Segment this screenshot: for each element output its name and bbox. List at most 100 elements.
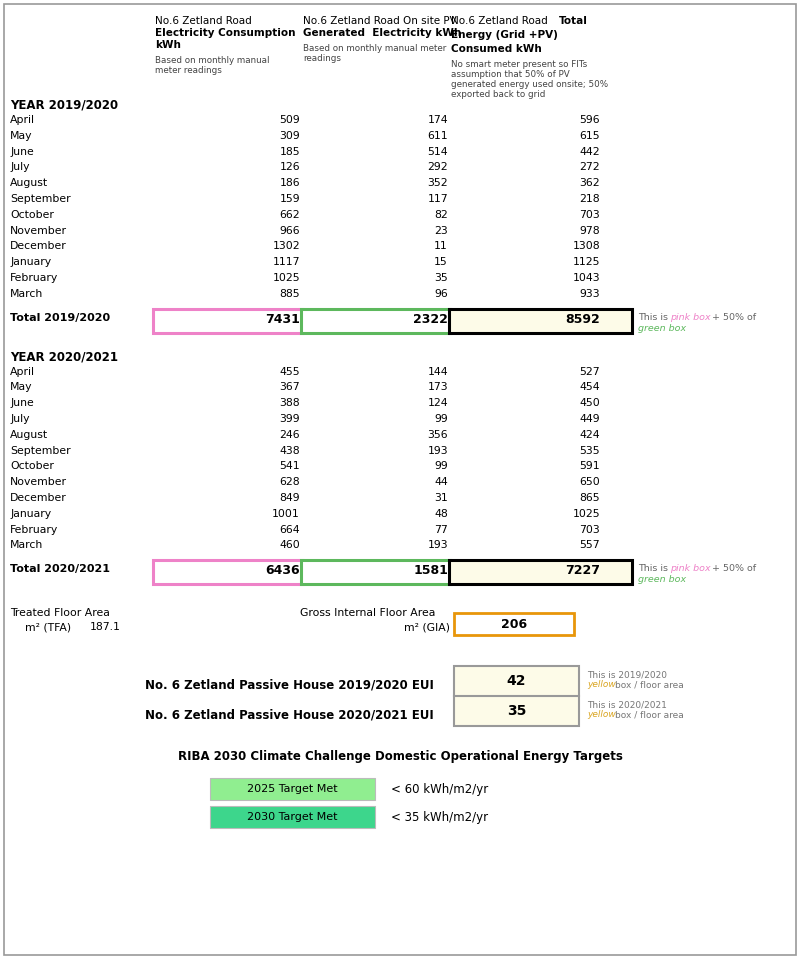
FancyBboxPatch shape bbox=[449, 309, 632, 333]
Text: green box: green box bbox=[638, 575, 686, 584]
Text: 218: 218 bbox=[579, 194, 600, 204]
Text: June: June bbox=[10, 398, 34, 409]
Text: February: February bbox=[10, 525, 58, 534]
Text: No. 6 Zetland Passive House 2019/2020 EUI: No. 6 Zetland Passive House 2019/2020 EU… bbox=[145, 678, 434, 691]
Text: 2322: 2322 bbox=[413, 313, 448, 326]
Text: 449: 449 bbox=[579, 414, 600, 424]
Text: meter readings: meter readings bbox=[155, 66, 222, 75]
Text: This is: This is bbox=[638, 313, 671, 321]
Text: September: September bbox=[10, 446, 70, 456]
Text: 7227: 7227 bbox=[565, 564, 600, 577]
Text: 193: 193 bbox=[427, 446, 448, 456]
Text: generated energy used onsite; 50%: generated energy used onsite; 50% bbox=[451, 80, 608, 89]
Text: January: January bbox=[10, 257, 51, 268]
Text: 460: 460 bbox=[279, 541, 300, 550]
Text: October: October bbox=[10, 210, 54, 220]
FancyBboxPatch shape bbox=[210, 807, 375, 829]
Text: 15: 15 bbox=[434, 257, 448, 268]
Text: 1025: 1025 bbox=[572, 509, 600, 519]
Text: 865: 865 bbox=[579, 493, 600, 503]
Text: 664: 664 bbox=[279, 525, 300, 534]
Text: Based on monthly manual meter: Based on monthly manual meter bbox=[303, 44, 446, 53]
Text: 44: 44 bbox=[434, 478, 448, 487]
Text: 246: 246 bbox=[279, 430, 300, 440]
Text: No smart meter present so FITs: No smart meter present so FITs bbox=[451, 60, 587, 69]
Text: pink box: pink box bbox=[670, 564, 710, 573]
Text: 356: 356 bbox=[427, 430, 448, 440]
Text: 174: 174 bbox=[427, 115, 448, 125]
Text: 703: 703 bbox=[579, 525, 600, 534]
Text: 933: 933 bbox=[579, 289, 600, 299]
Text: 23: 23 bbox=[434, 225, 448, 236]
Text: 455: 455 bbox=[279, 366, 300, 377]
Text: September: September bbox=[10, 194, 70, 204]
Text: 96: 96 bbox=[434, 289, 448, 299]
Text: January: January bbox=[10, 509, 51, 519]
Text: December: December bbox=[10, 242, 66, 251]
Text: Total 2019/2020: Total 2019/2020 bbox=[10, 313, 110, 322]
Text: YEAR 2020/2021: YEAR 2020/2021 bbox=[10, 351, 118, 363]
FancyBboxPatch shape bbox=[301, 560, 450, 584]
Text: June: June bbox=[10, 147, 34, 156]
Text: < 35 kWh/m2/yr: < 35 kWh/m2/yr bbox=[391, 810, 488, 824]
Text: Electricity Consumption: Electricity Consumption bbox=[155, 28, 295, 38]
Text: 591: 591 bbox=[579, 461, 600, 472]
Text: 557: 557 bbox=[579, 541, 600, 550]
Text: YEAR 2019/2020: YEAR 2019/2020 bbox=[10, 99, 118, 112]
Text: 662: 662 bbox=[279, 210, 300, 220]
Text: 450: 450 bbox=[579, 398, 600, 409]
Text: December: December bbox=[10, 493, 66, 503]
FancyBboxPatch shape bbox=[301, 309, 450, 333]
Text: This is 2020/2021: This is 2020/2021 bbox=[587, 700, 670, 710]
Text: yellow: yellow bbox=[587, 711, 616, 719]
Text: 124: 124 bbox=[427, 398, 448, 409]
Text: 438: 438 bbox=[279, 446, 300, 456]
Text: 31: 31 bbox=[434, 493, 448, 503]
Text: Generated  Electricity kWh: Generated Electricity kWh bbox=[303, 28, 462, 38]
Text: assumption that 50% of PV: assumption that 50% of PV bbox=[451, 70, 570, 79]
Text: 193: 193 bbox=[427, 541, 448, 550]
Text: 144: 144 bbox=[427, 366, 448, 377]
Text: 399: 399 bbox=[279, 414, 300, 424]
Text: July: July bbox=[10, 414, 30, 424]
Text: 611: 611 bbox=[427, 130, 448, 141]
Text: m² (GIA): m² (GIA) bbox=[404, 622, 450, 632]
FancyBboxPatch shape bbox=[449, 560, 632, 584]
Text: 159: 159 bbox=[279, 194, 300, 204]
Text: 11: 11 bbox=[434, 242, 448, 251]
Text: RIBA 2030 Climate Challenge Domestic Operational Energy Targets: RIBA 2030 Climate Challenge Domestic Ope… bbox=[178, 750, 622, 763]
Text: 514: 514 bbox=[427, 147, 448, 156]
Text: 966: 966 bbox=[279, 225, 300, 236]
Text: 849: 849 bbox=[279, 493, 300, 503]
FancyBboxPatch shape bbox=[153, 560, 302, 584]
Text: 1001: 1001 bbox=[272, 509, 300, 519]
Text: 186: 186 bbox=[279, 178, 300, 188]
Text: May: May bbox=[10, 130, 33, 141]
Text: 650: 650 bbox=[579, 478, 600, 487]
Text: 6436: 6436 bbox=[266, 564, 300, 577]
Text: April: April bbox=[10, 366, 35, 377]
Text: 541: 541 bbox=[279, 461, 300, 472]
Text: 1302: 1302 bbox=[272, 242, 300, 251]
Text: No.6 Zetland Road: No.6 Zetland Road bbox=[451, 16, 551, 26]
Text: No.6 Zetland Road: No.6 Zetland Road bbox=[155, 16, 252, 26]
Text: m² (TFA): m² (TFA) bbox=[25, 622, 71, 632]
Text: 628: 628 bbox=[279, 478, 300, 487]
FancyBboxPatch shape bbox=[153, 309, 302, 333]
Text: 362: 362 bbox=[579, 178, 600, 188]
Text: April: April bbox=[10, 115, 35, 125]
Text: Treated Floor Area: Treated Floor Area bbox=[10, 608, 110, 619]
Text: Energy (Grid +PV): Energy (Grid +PV) bbox=[451, 30, 558, 40]
Text: exported back to grid: exported back to grid bbox=[451, 90, 546, 99]
Text: March: March bbox=[10, 541, 43, 550]
Text: 173: 173 bbox=[427, 383, 448, 392]
Text: + 50% of: + 50% of bbox=[709, 564, 756, 573]
Text: 8592: 8592 bbox=[566, 313, 600, 326]
Text: 1025: 1025 bbox=[272, 273, 300, 283]
Text: 126: 126 bbox=[279, 162, 300, 173]
Text: 352: 352 bbox=[427, 178, 448, 188]
Text: 454: 454 bbox=[579, 383, 600, 392]
Text: November: November bbox=[10, 225, 67, 236]
Text: This is 2019/2020: This is 2019/2020 bbox=[587, 670, 670, 679]
Text: 442: 442 bbox=[579, 147, 600, 156]
